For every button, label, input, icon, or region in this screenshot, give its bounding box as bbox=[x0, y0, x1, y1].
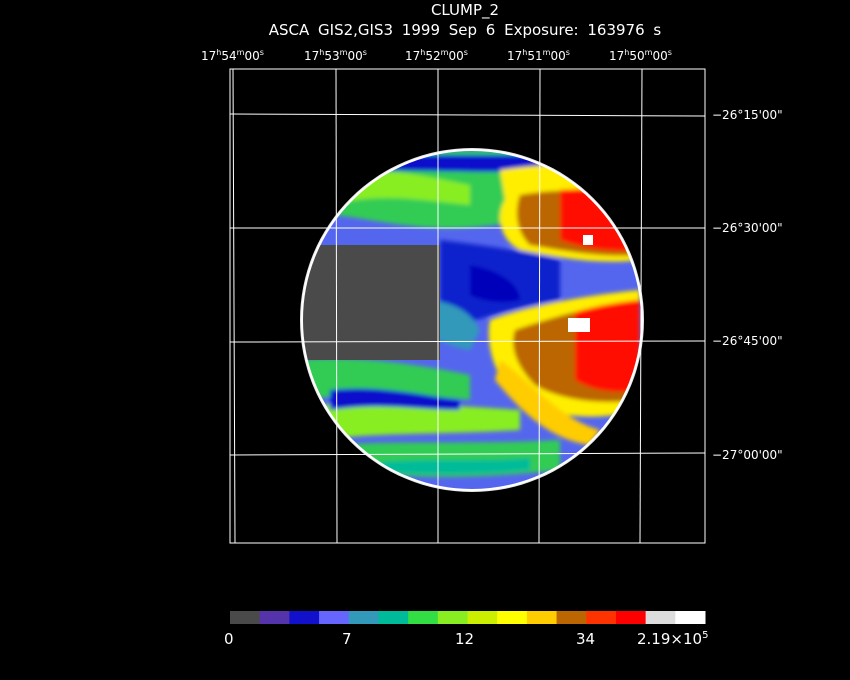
colorbar-swatch bbox=[348, 611, 379, 624]
colorbar-swatch bbox=[497, 611, 528, 624]
colorbar-swatch bbox=[437, 611, 468, 624]
colorbar-swatch bbox=[230, 611, 261, 624]
colorbar-label: 34 bbox=[576, 630, 596, 648]
ra-tick-label: 17h51m00s bbox=[507, 48, 570, 63]
dec-tick-label: −27°00'00" bbox=[712, 448, 783, 462]
ra-tick-label: 17h53m00s bbox=[304, 48, 367, 63]
colorbar-swatch bbox=[615, 611, 647, 624]
ra-tick-label: 17h52m00s bbox=[405, 48, 468, 63]
colorbar-swatch bbox=[408, 611, 439, 624]
colorbar-label-min: 0 bbox=[224, 630, 234, 648]
dec-tick-label: −26°45'00" bbox=[712, 334, 783, 348]
colorbar-swatch bbox=[319, 611, 350, 624]
coordinate-grid bbox=[229, 68, 706, 544]
dec-tick-label: −26°15'00" bbox=[712, 108, 783, 122]
colorbar-label: 12 bbox=[455, 630, 475, 648]
colorbar-swatch bbox=[675, 611, 706, 624]
ra-tick-label: 17h50m00s bbox=[609, 48, 672, 63]
image-title: CLUMP_2 bbox=[430, 1, 500, 19]
colorbar bbox=[230, 611, 706, 624]
image-subtitle: ASCA GIS2,GIS3 1999 Sep 6 Exposure: 1639… bbox=[268, 21, 662, 39]
colorbar-swatch bbox=[556, 611, 587, 624]
ra-tick-label: 17h54m00s bbox=[201, 48, 264, 63]
colorbar-swatch bbox=[526, 611, 558, 624]
colorbar-swatch bbox=[289, 611, 320, 624]
colorbar-swatch bbox=[259, 611, 290, 624]
colorbar-swatch bbox=[645, 611, 676, 624]
colorbar-label-max: 2.19×105 bbox=[637, 630, 709, 648]
colorbar-swatch bbox=[586, 611, 617, 624]
colorbar-label: 7 bbox=[342, 630, 352, 648]
dec-tick-label: −26°30'00" bbox=[712, 221, 783, 235]
detector-field-image bbox=[300, 148, 644, 492]
colorbar-swatch bbox=[378, 611, 409, 624]
colorbar-swatch bbox=[467, 611, 498, 624]
